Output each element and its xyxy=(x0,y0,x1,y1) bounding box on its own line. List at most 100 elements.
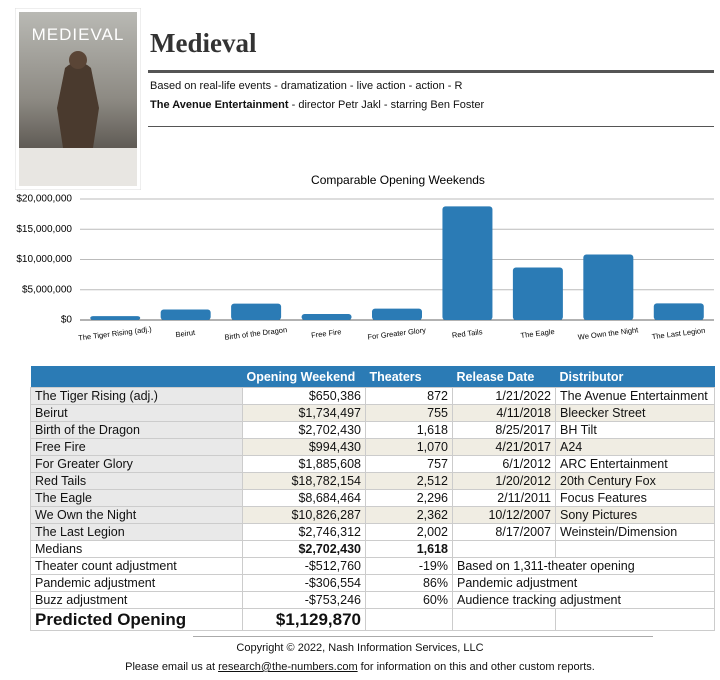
cell: $8,684,464 xyxy=(242,489,366,507)
header-rule xyxy=(148,126,714,127)
cell: The Last Legion xyxy=(30,523,243,541)
cell: 4/11/2018 xyxy=(452,404,556,422)
chart-title: Comparable Opening Weekends xyxy=(311,173,485,187)
cell: 2,362 xyxy=(365,506,453,524)
cell: Bleecker Street xyxy=(555,404,715,422)
cell: 60% xyxy=(365,591,453,609)
cell: 20th Century Fox xyxy=(555,472,715,490)
cell: Weinstein/Dimension xyxy=(555,523,715,541)
y-tick-label: $0 xyxy=(61,315,73,326)
poster-figure xyxy=(57,62,99,148)
x-tick-label: Red Tails xyxy=(451,327,483,340)
cell: Based on 1,311-theater opening xyxy=(452,557,715,575)
summary-row: Buzz adjustment -$753,246 60% Audience trac… xyxy=(30,591,715,609)
x-tick-label: The Last Legion xyxy=(651,326,705,341)
cell: Theater count adjustment xyxy=(30,557,243,575)
cell: 1,618 xyxy=(365,540,453,558)
summary-row: Pandemic adjustment -$306,554 86% Pandemic … xyxy=(30,574,715,592)
cell: 757 xyxy=(365,455,453,473)
poster: MEDIEVAL xyxy=(15,8,141,190)
cell: -19% xyxy=(365,557,453,575)
movie-credits: The Avenue Entertainment - director Petr… xyxy=(150,99,484,111)
film-row: The Tiger Rising (adj.) $650,386 872 1/21/2… xyxy=(30,387,715,405)
chart: Comparable Opening Weekends $0 $5,000,000… xyxy=(16,173,714,342)
cell: For Greater Glory xyxy=(30,455,243,473)
bar xyxy=(301,313,352,320)
credits-text: - director Petr Jakl - starring Ben Fost… xyxy=(288,99,485,111)
cell: $10,826,287 xyxy=(242,506,366,524)
cell: Predicted Opening xyxy=(30,608,243,631)
poster-credits xyxy=(19,148,137,186)
cell: Focus Features xyxy=(555,489,715,507)
bar xyxy=(512,267,563,320)
email-text: Please email us at xyxy=(125,661,219,673)
y-tick-label: $15,000,000 xyxy=(16,224,72,235)
header-cell: Distributor xyxy=(555,366,715,388)
empty-cell xyxy=(365,608,453,631)
y-tick-label: $5,000,000 xyxy=(22,284,72,295)
cell: ARC Entertainment xyxy=(555,455,715,473)
cell: We Own the Night xyxy=(30,506,243,524)
cell: 6/1/2012 xyxy=(452,455,556,473)
copyright: Copyright © 2022, Nash Information Servi… xyxy=(236,642,484,654)
cell: $2,702,430 xyxy=(242,421,366,439)
poster-head xyxy=(69,51,87,69)
film-row: Birth of the Dragon $2,702,430 1,618 8/25/2… xyxy=(30,421,715,439)
footer-rule xyxy=(193,636,653,637)
cell: Pandemic adjustment xyxy=(30,574,243,592)
cell: 2,296 xyxy=(365,489,453,507)
cell: 2,512 xyxy=(365,472,453,490)
bar xyxy=(231,303,282,320)
x-tick-label: We Own the Night xyxy=(577,325,639,341)
cell: -$512,760 xyxy=(242,557,366,575)
empty-cell xyxy=(452,608,556,631)
cell: Beirut xyxy=(30,404,243,422)
poster-title: MEDIEVAL xyxy=(32,25,125,44)
x-tick-label: Birth of the Dragon xyxy=(224,325,288,342)
cell: Red Tails xyxy=(30,472,243,490)
header-row: Opening Weekend Theaters Release Date Distr… xyxy=(30,366,715,388)
cell: Audience tracking adjustment xyxy=(452,591,715,609)
y-tick-label: $10,000,000 xyxy=(16,254,72,265)
comparables-table: Opening Weekend Theaters Release Date Distr… xyxy=(30,366,715,631)
film-row: The Eagle $8,684,464 2,296 2/11/2011 Focus F… xyxy=(30,489,715,507)
cell: 8/17/2007 xyxy=(452,523,556,541)
header-cell xyxy=(30,366,243,388)
cell: Sony Pictures xyxy=(555,506,715,524)
cell: BH Tilt xyxy=(555,421,715,439)
bar xyxy=(442,206,493,320)
film-row: The Last Legion $2,746,312 2,002 8/17/2007 W… xyxy=(30,523,715,541)
cell: Free Fire xyxy=(30,438,243,456)
bar xyxy=(160,309,211,320)
summary-row: Theater count adjustment -$512,760 -19% Bas… xyxy=(30,557,715,575)
prediction-row: Predicted Opening $1,129,870 xyxy=(30,608,715,631)
x-tick-label: The Eagle xyxy=(520,327,555,340)
email-text: for information on this and other custom… xyxy=(357,661,595,673)
cell: 1/21/2022 xyxy=(452,387,556,405)
header-cell: Release Date xyxy=(452,366,556,388)
cell: -$306,554 xyxy=(242,574,366,592)
film-row: For Greater Glory $1,885,608 757 6/1/2012 AR… xyxy=(30,455,715,473)
email-link[interactable]: research@the-numbers.com xyxy=(218,661,358,673)
cell: Pandemic adjustment xyxy=(452,574,715,592)
bar xyxy=(372,308,422,320)
email-line: Please email us at research@the-numbers.… xyxy=(0,661,720,673)
film-row: Beirut $1,734,497 755 4/11/2018 Bleecker Str… xyxy=(30,404,715,422)
header-cell: Opening Weekend xyxy=(242,366,366,388)
cell: Buzz adjustment xyxy=(30,591,243,609)
movie-tags: Based on real-life events - dramatizatio… xyxy=(150,80,463,92)
cell: Birth of the Dragon xyxy=(30,421,243,439)
cell: 1,070 xyxy=(365,438,453,456)
bar xyxy=(90,316,141,320)
header-cell: Theaters xyxy=(365,366,453,388)
cell: $1,734,497 xyxy=(242,404,366,422)
movie-title: Medieval xyxy=(150,28,257,58)
empty-cell xyxy=(452,540,556,558)
distributor: The Avenue Entertainment xyxy=(150,99,289,111)
y-tick-label: $20,000,000 xyxy=(16,194,72,205)
x-tick-label: Free Fire xyxy=(311,327,342,340)
empty-cell xyxy=(555,608,715,631)
cell: 86% xyxy=(365,574,453,592)
empty-cell xyxy=(555,540,715,558)
